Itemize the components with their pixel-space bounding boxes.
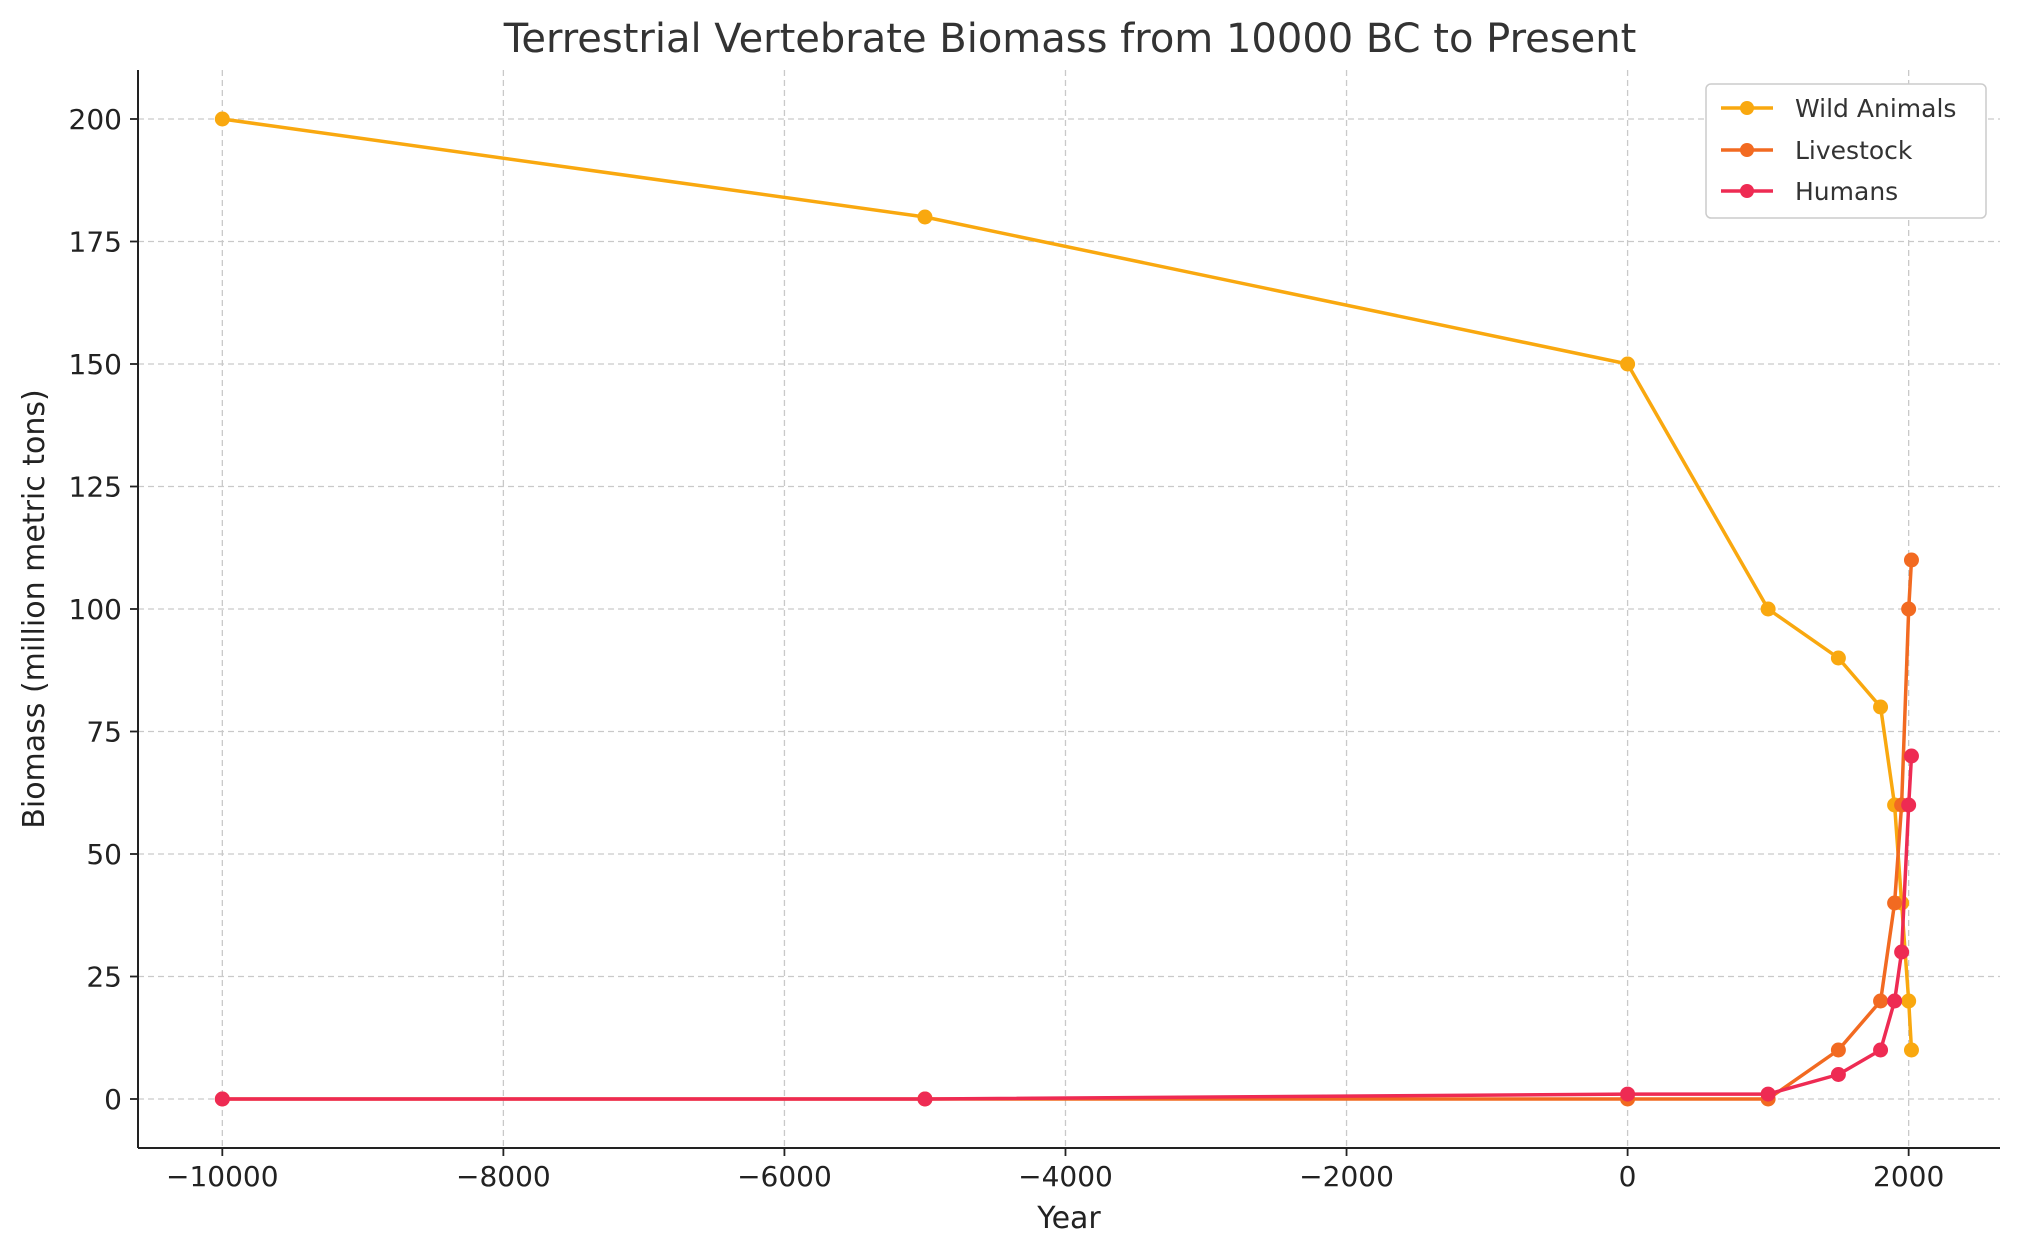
data-point-livestock [1830,1042,1846,1058]
data-point-humans [1894,944,1910,960]
data-point-wild-animals [1620,356,1636,372]
data-point-wild-animals [214,111,230,127]
data-point-humans [1903,748,1919,764]
legend-item-wild-animals: Wild Animals [1721,94,1956,123]
data-point-humans [1620,1086,1636,1102]
data-point-humans [1760,1086,1776,1102]
data-point-wild-animals [1873,699,1889,715]
x-tick-label: −10000 [166,1160,279,1193]
x-axis-title: Year [1036,1201,1101,1236]
legend-item-livestock: Livestock [1721,136,1913,165]
series-line-humans [222,755,1914,1101]
series-line-livestock [222,559,1914,1101]
data-point-wild-animals [1903,1042,1919,1058]
data-point-livestock [1887,895,1903,911]
data-point-humans [1901,797,1917,813]
y-tick-label: 50 [86,838,122,871]
x-tick-label: 0 [1619,1160,1637,1193]
legend-swatch-marker [1740,143,1754,157]
y-tick-label: 100 [69,593,122,626]
series-line-wild-animals [222,117,1914,1051]
y-tick-label: 200 [69,103,122,136]
y-tick-label: 175 [69,226,122,259]
data-point-wild-animals [917,209,933,225]
data-point-humans [917,1091,933,1107]
legend-swatch-marker [1740,184,1754,198]
data-point-humans [1830,1067,1846,1082]
legend-item-humans: Humans [1721,177,1898,206]
data-point-humans [1887,993,1903,1009]
series [214,111,1919,1107]
y-tick-label: 125 [69,471,122,504]
x-tick-label: 2000 [1873,1160,1944,1193]
data-point-livestock [1901,601,1917,617]
x-tick-label: −2000 [1299,1160,1394,1193]
data-point-wild-animals [1901,993,1917,1009]
y-tick-label: 75 [86,716,122,749]
legend-label: Humans [1795,177,1898,206]
tick-labels: −10000 −8000 −6000 −4000 −2000 0 2000 0 25 50 75 10… [69,103,1945,1193]
legend-label: Livestock [1795,136,1913,165]
legend-swatch-marker [1740,101,1754,115]
x-tick-label: −8000 [456,1160,551,1193]
data-point-wild-animals [1830,650,1846,666]
legend: Wild Animals Livestock Humans [1705,83,1987,219]
y-tick-label: 0 [104,1083,122,1116]
y-axis-title: Biomass (million metric tons) [17,389,52,828]
y-tick-label: 150 [69,348,122,381]
data-point-humans [214,1091,230,1107]
series-livestock [214,552,1919,1107]
chart-title: Terrestrial Vertebrate Biomass from 1000… [503,16,1637,62]
data-point-livestock [1903,552,1919,568]
legend-label: Wild Animals [1795,94,1956,123]
data-point-humans [1873,1042,1889,1058]
x-tick-label: −6000 [737,1160,832,1193]
y-tick-label: 25 [86,961,122,994]
x-tick-label: −4000 [1018,1160,1113,1193]
series-humans [214,748,1919,1107]
data-point-livestock [1873,993,1889,1009]
grid [138,70,2000,1148]
series-wild-animals [214,111,1919,1058]
legend-box [1705,83,1987,219]
data-point-wild-animals [1760,601,1776,617]
